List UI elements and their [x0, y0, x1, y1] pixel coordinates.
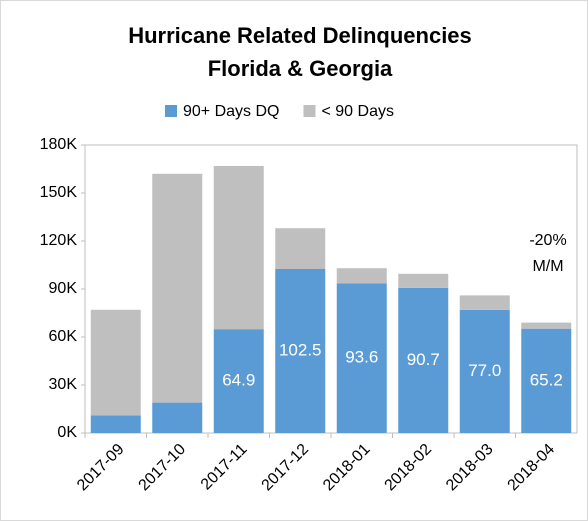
bar [275, 228, 326, 269]
data-label: 90.7 [407, 350, 440, 369]
annotation: M/M [532, 258, 563, 275]
y-tick-label: 90K [49, 280, 78, 297]
bar [90, 415, 141, 433]
legend-swatch [303, 105, 316, 117]
y-tick-label: 30K [49, 376, 78, 393]
bar [336, 268, 387, 284]
bar [459, 309, 510, 433]
x-tick-label: 2017-09 [74, 441, 128, 495]
legend-label: < 90 Days [321, 103, 393, 120]
bar [275, 269, 326, 433]
x-tick-label: 2018-04 [505, 441, 559, 495]
chart-subtitle: Florida & Georgia [208, 56, 393, 81]
x-tick-label: 2017-10 [136, 441, 190, 495]
chart-title: Hurricane Related Delinquencies [128, 23, 472, 48]
bar [398, 273, 449, 288]
legend-swatch [165, 105, 177, 117]
x-tick-label: 2017-12 [259, 441, 313, 495]
y-tick-label: 0K [57, 424, 77, 441]
x-tick-label: 2018-01 [320, 441, 374, 495]
data-label: 64.9 [222, 371, 255, 390]
bar [521, 328, 572, 433]
bar [521, 322, 572, 329]
bar [398, 287, 449, 433]
data-label: 77.0 [468, 361, 501, 380]
bar [152, 173, 203, 403]
data-label: 65.2 [530, 370, 563, 389]
x-tick-label: 2018-03 [443, 441, 497, 495]
y-tick-label: 180K [40, 136, 78, 153]
bar [152, 402, 203, 433]
y-tick-label: 150K [40, 184, 78, 201]
bar [459, 295, 510, 310]
y-tick-label: 120K [40, 232, 78, 249]
legend-label: 90+ Days DQ [183, 103, 279, 120]
bar [213, 329, 264, 433]
data-label: 102.5 [279, 340, 322, 359]
bar [90, 309, 141, 416]
annotation: -20% [529, 232, 566, 249]
bar [213, 165, 264, 330]
x-tick-label: 2017-11 [198, 441, 251, 494]
x-tick-label: 2018-02 [382, 441, 436, 495]
y-tick-label: 60K [49, 328, 78, 345]
bar [336, 283, 387, 433]
data-label: 93.6 [345, 348, 378, 367]
